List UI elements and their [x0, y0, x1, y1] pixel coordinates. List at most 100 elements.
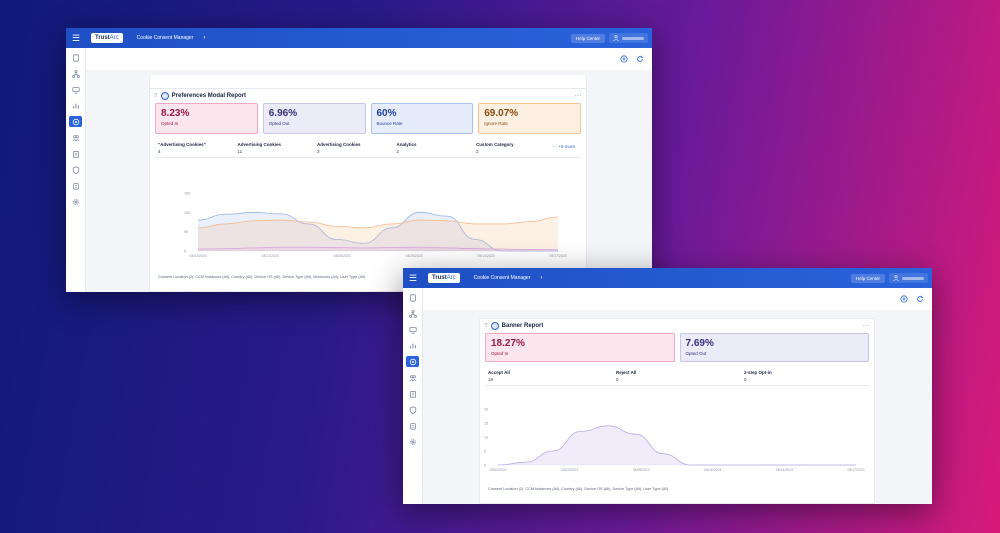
metric-opted-out[interactable]: 6.96% Opted Out [262, 103, 366, 134]
report-icon [490, 322, 499, 330]
metric-opted-in[interactable]: 8.23% Opted In [155, 103, 258, 134]
filter-summary: Consent Location (2), CCM Instances (All… [488, 487, 669, 491]
series-area-0 [498, 425, 856, 465]
category-tab[interactable]: Custom Category 2 [473, 142, 553, 154]
category-name: 2-step Opt-in [744, 370, 772, 375]
category-name: "Advertising Cookies" [158, 142, 206, 147]
sidebar-item-shield[interactable] [406, 404, 419, 415]
x-tick-label: 04/26/2023 [704, 468, 721, 472]
top-navigation-bar: ☰ TrustArc Cookie Consent Manager › Help… [66, 28, 652, 48]
banner-chart: 20 15 10 5 0 03/02/2023 03/22/2023 04/08/2023 04… [484, 408, 865, 473]
sidebar-item-document[interactable] [69, 52, 82, 63]
app-title[interactable]: Cookie Consent Manager [136, 35, 194, 41]
sidebar-item-network[interactable] [69, 68, 82, 79]
y-tick-label: 0 [484, 464, 486, 468]
x-tick-label: 05/14/2023 [478, 254, 495, 258]
network-icon [408, 309, 417, 318]
category-tab[interactable]: Reject All 0 [613, 370, 741, 382]
sidebar-item-shield[interactable] [69, 164, 82, 175]
metric-ignore-rate[interactable]: 69.07% Ignore Rate [478, 103, 581, 134]
category-name: Analytics [396, 142, 417, 147]
sidebar-item-cookie-settings[interactable] [406, 356, 419, 367]
series-line-0 [197, 211, 558, 252]
category-name: Advertising Cookies [237, 142, 282, 147]
chevron-right-icon[interactable]: › [203, 35, 206, 41]
category-tab[interactable]: 2-step Opt-in 0 [741, 370, 869, 382]
cookie-settings-icon [72, 118, 79, 125]
drag-handle-icon[interactable]: ⠿ [484, 323, 488, 329]
sidebar-item-people[interactable] [406, 372, 419, 383]
help-center-button[interactable]: Help Center [570, 33, 605, 43]
sidebar-item-people[interactable] [69, 132, 82, 143]
sidebar-item-gear[interactable] [406, 436, 419, 447]
document-icon [409, 293, 416, 302]
sidebar-item-chart[interactable] [406, 340, 419, 351]
metric-opted-in[interactable]: 18.27% Opted In [485, 333, 675, 362]
app-title[interactable]: Cookie Consent Manager [473, 275, 531, 281]
category-tab[interactable]: Advertising Cookies 11 [235, 142, 315, 154]
banner-report-window: ☰ TrustArc Cookie Consent Manager › Help… [403, 268, 932, 504]
filter-summary: Consent Location (2), CCM Instances (All… [158, 275, 366, 279]
card-title: Banner Report [501, 323, 544, 329]
preferences-chart: 150 100 50 0 03/02/2023 03/22/2023 04/08/2023 0… [184, 192, 567, 259]
sidebar-item-network[interactable] [406, 308, 419, 319]
category-tab[interactable]: "Advertising Cookies" 4 [155, 142, 235, 154]
category-value: 0 [616, 377, 619, 382]
x-tick-label: 03/02/2023 [490, 468, 507, 472]
category-value: 2 [476, 149, 479, 154]
metric-label: Opted Out [685, 351, 707, 356]
category-tab[interactable]: Analytics 2 [394, 142, 474, 154]
drag-handle-icon[interactable]: ⠿ [154, 93, 158, 99]
report-icon [160, 92, 169, 100]
chevron-right-icon[interactable]: › [540, 275, 543, 281]
metric-opted-out[interactable]: 7.69% Opted Out [679, 333, 869, 362]
hamburger-menu-icon[interactable]: ☰ [408, 272, 418, 283]
sidebar-item-monitor[interactable] [69, 84, 82, 95]
x-tick-label: 03/02/2023 [190, 254, 207, 258]
series-line-2 [197, 246, 559, 251]
sidebar [403, 288, 423, 504]
metric-value: 69.07% [484, 108, 519, 119]
sidebar-item-document[interactable] [406, 292, 419, 303]
category-value: 0 [744, 377, 747, 382]
help-center-button[interactable]: Help Center [850, 273, 885, 283]
user-menu[interactable] [609, 33, 648, 43]
more-options-icon[interactable]: ··· [574, 93, 582, 99]
sidebar-item-building[interactable] [406, 388, 419, 399]
refresh-icon[interactable] [916, 295, 924, 303]
hamburger-menu-icon[interactable]: ☰ [71, 32, 81, 43]
y-tick-label: 0 [184, 250, 186, 254]
x-tick-label: 04/08/2023 [633, 468, 650, 472]
sidebar-item-cookie-settings[interactable] [69, 116, 82, 127]
x-tick-label: 04/08/2023 [334, 254, 351, 258]
category-value: 2 [396, 149, 400, 154]
user-menu[interactable] [889, 273, 928, 283]
more-options-icon[interactable]: ··· [862, 323, 870, 329]
category-tab[interactable]: Accept All 18 [485, 370, 613, 382]
category-value: 4 [158, 149, 161, 154]
gear-icon [72, 198, 79, 205]
sidebar-item-clipboard[interactable] [406, 420, 419, 431]
user-icon [613, 35, 619, 41]
y-tick-label: 10 [484, 436, 488, 440]
trustarc-logo[interactable]: TrustArc [428, 273, 460, 283]
banner-report-card: ⠿ Banner Report ··· 18.27% Opted In 7.69… [479, 318, 875, 504]
y-tick-label: 5 [484, 450, 486, 454]
sidebar-item-gear[interactable] [69, 196, 82, 207]
add-icon[interactable] [620, 55, 628, 63]
refresh-icon[interactable] [636, 55, 644, 63]
trustarc-logo[interactable]: TrustArc [91, 33, 123, 43]
category-tab[interactable]: Advertising Cookies 3 [314, 142, 394, 154]
sidebar-item-building[interactable] [69, 148, 82, 159]
sidebar-item-chart[interactable] [69, 100, 82, 111]
sidebar [66, 48, 86, 292]
sidebar-item-monitor[interactable] [406, 324, 419, 335]
more-categories-link[interactable]: ··· +9 more [552, 144, 575, 149]
add-icon[interactable] [900, 295, 908, 303]
x-tick-label: 05/17/2023 [848, 468, 865, 472]
sidebar-item-clipboard[interactable] [69, 180, 82, 191]
people-icon [71, 134, 80, 141]
metric-bounce-rate[interactable]: 60% Bounce Rate [370, 103, 474, 134]
category-value: 18 [488, 377, 494, 382]
user-icon [893, 275, 899, 281]
